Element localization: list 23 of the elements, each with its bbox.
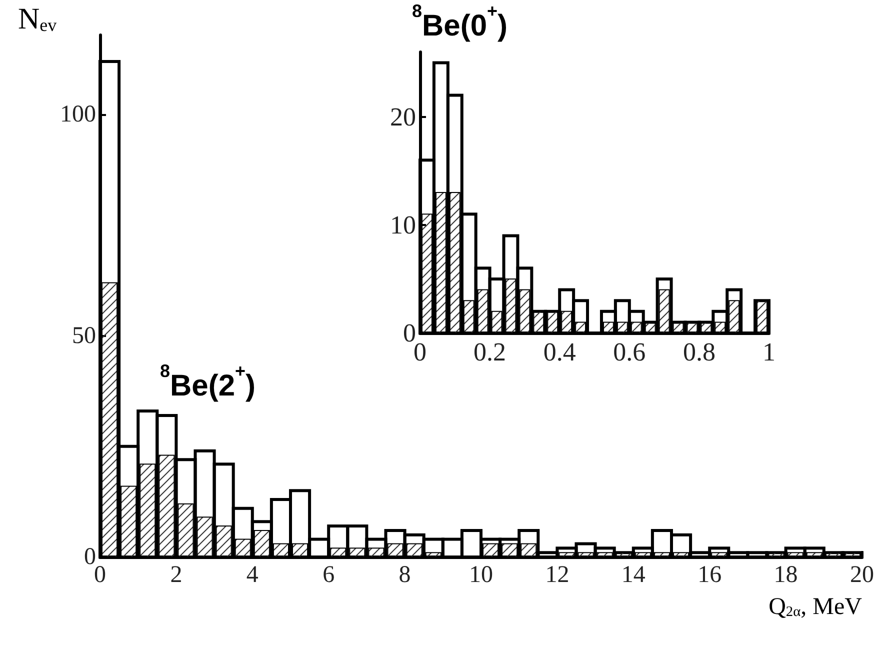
- x-tick-label: 10: [469, 562, 493, 588]
- x-tick-label: 0.2: [474, 338, 506, 366]
- y-axis-title: Nev: [18, 2, 57, 36]
- x-tick-label: 0.6: [613, 338, 646, 366]
- x-tick-label: 14: [621, 562, 646, 588]
- x-tick-label: 8: [398, 562, 411, 588]
- x-tick-label: 2: [170, 562, 182, 588]
- y-tick-label: 0: [403, 318, 416, 348]
- x-tick-label: 4: [246, 562, 258, 588]
- x-tick-label: 0.8: [682, 338, 716, 366]
- y-tick-label: 10: [390, 210, 416, 240]
- x-axis-title: Q2α, MeV: [768, 594, 863, 620]
- x-tick-label: 18: [774, 562, 798, 588]
- x-tick-label: 6: [322, 562, 335, 588]
- y-tick-label: 20: [390, 102, 416, 132]
- x-tick-label: 12: [545, 562, 570, 588]
- x-tick-label: 0.4: [543, 338, 576, 366]
- y-tick-label: 50: [72, 322, 96, 349]
- y-tick-label: 0: [84, 544, 96, 570]
- x-tick-label: 20: [850, 562, 874, 588]
- y-tick-label: 100: [60, 102, 96, 128]
- x-tick-label: 16: [698, 562, 722, 588]
- x-tick-label: 1: [762, 338, 776, 366]
